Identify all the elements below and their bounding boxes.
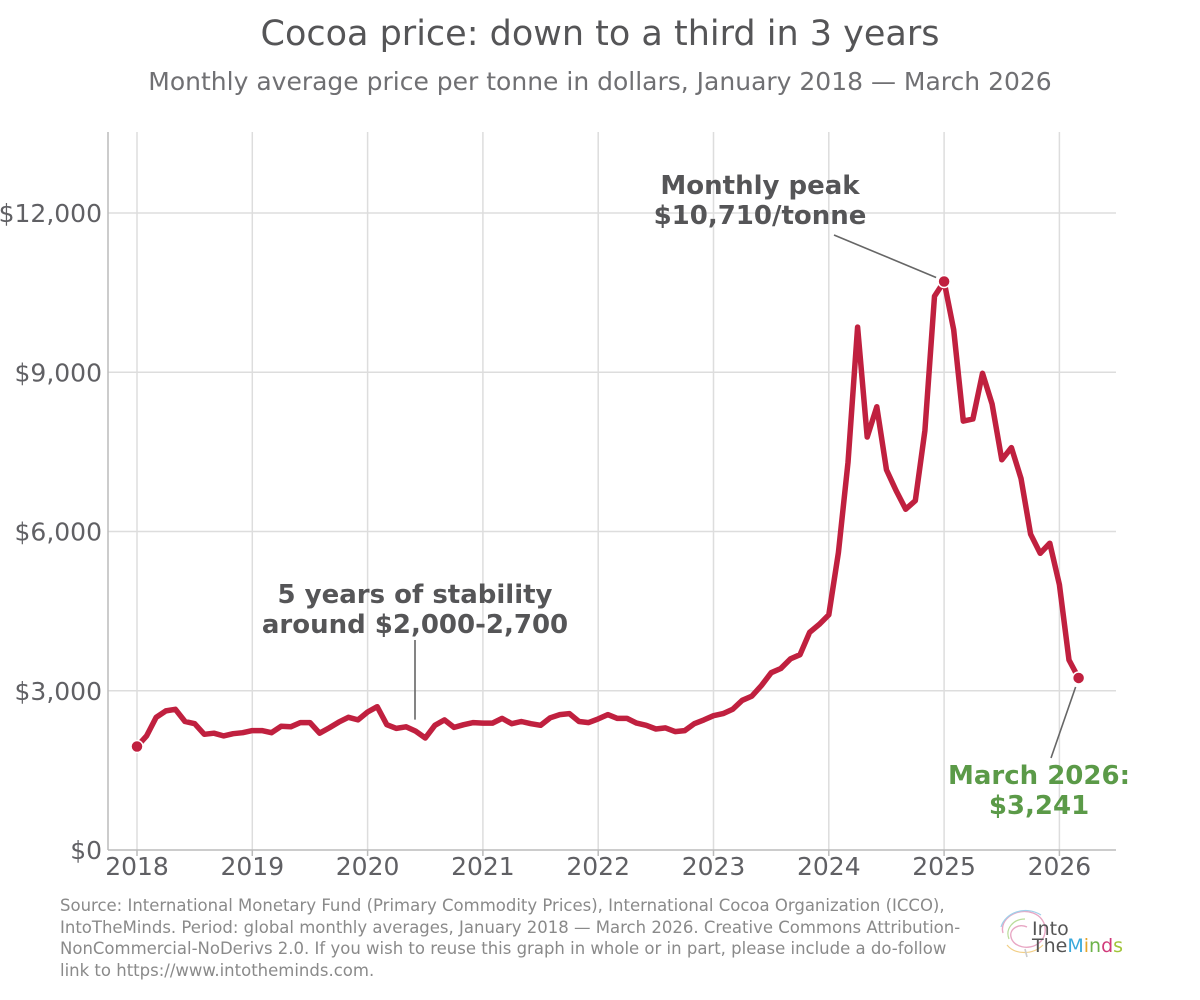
y-tick-label: $12,000 <box>0 199 102 228</box>
chart-subtitle: Monthly average price per tonne in dolla… <box>148 67 1052 96</box>
highlighted-point <box>130 739 144 754</box>
logo-word-theminds: TheMinds <box>1032 936 1123 956</box>
annotation-latest-line1: March 2026: <box>948 761 1130 791</box>
x-tick-label: 2025 <box>912 852 976 881</box>
highlighted-point <box>937 274 951 289</box>
logo-word-the: The <box>1032 935 1068 957</box>
annotation-peak-leader <box>833 234 937 279</box>
logo-letter: n <box>1089 935 1102 957</box>
x-tick-label: 2018 <box>105 852 169 881</box>
x-tick-label: 2026 <box>1028 852 1092 881</box>
annotation-peak-line2: $10,710/tonne <box>654 201 867 231</box>
annotation-peak-line1: Monthly peak <box>660 171 860 201</box>
source-note: Source: International Monetary Fund (Pri… <box>60 896 961 980</box>
logo-word-into: Into <box>1032 918 1069 940</box>
x-tick-label: 2019 <box>220 852 284 881</box>
highlighted-point <box>1071 671 1086 685</box>
logo-letter: M <box>1067 935 1084 957</box>
x-tick-label: 2020 <box>336 852 400 881</box>
brain-swirl-icon <box>1000 910 1046 958</box>
line-chart: $0 $3,000 $6,000 $9,000 $12,000 2018 2019 2020 2… <box>0 132 1130 881</box>
intotheminds-logo: Into TheMinds <box>995 905 1135 965</box>
x-tick-label: 2023 <box>682 852 746 881</box>
annotation-stability-line1: 5 years of stability <box>277 580 552 610</box>
annotation-latest-line2: $3,241 <box>989 791 1089 821</box>
x-tick-label: 2022 <box>566 852 630 881</box>
logo-letter: i <box>1083 935 1090 957</box>
x-tick-label: 2024 <box>797 852 861 881</box>
annotation-latest-leader <box>1050 686 1077 759</box>
y-tick-label: $6,000 <box>15 518 102 547</box>
y-tick-label: $3,000 <box>15 677 102 706</box>
logo-letter: d <box>1101 935 1114 957</box>
y-tick-label: $0 <box>70 836 102 865</box>
y-tick-label: $9,000 <box>15 358 102 387</box>
chart-title: Cocoa price: down to a third in 3 years <box>260 14 940 54</box>
annotation-stability-line2: around $2,000-2,700 <box>262 610 568 640</box>
logo-letter: s <box>1113 935 1124 957</box>
x-tick-label: 2021 <box>451 852 515 881</box>
price-series-line <box>134 278 1082 750</box>
